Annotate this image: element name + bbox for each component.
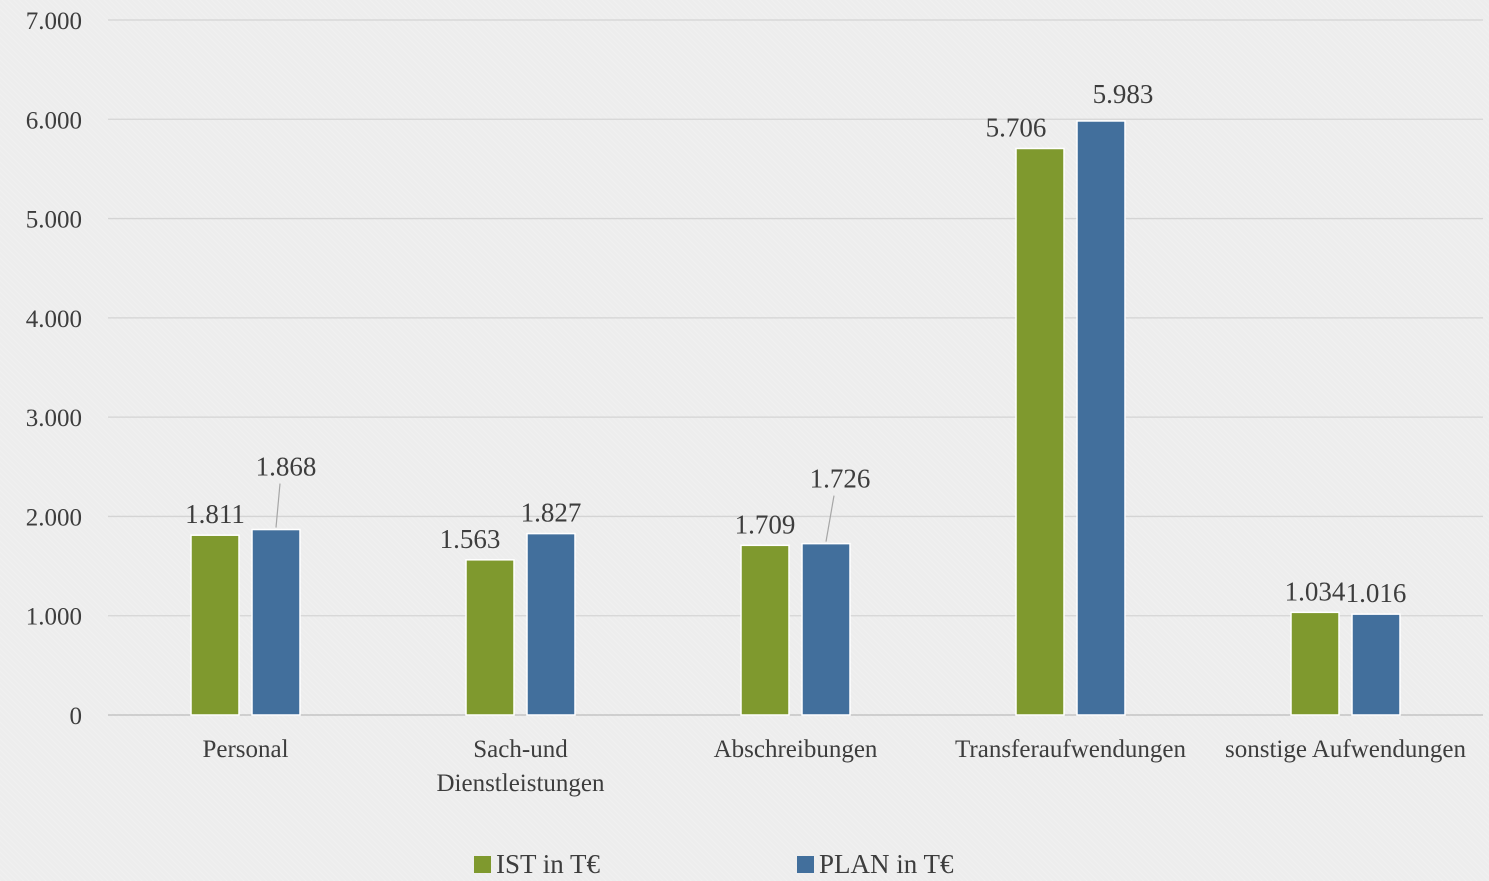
bars xyxy=(190,120,1401,716)
data-label: 1.726 xyxy=(810,464,871,494)
x-axis: Personal Sach-und Dienstleistungen Abschrei… xyxy=(202,736,1466,797)
x-tick-label: Transferaufwendungen xyxy=(955,736,1186,763)
leader-line xyxy=(275,483,281,528)
data-label: 1.563 xyxy=(440,524,501,554)
data-labels: 1.811 1.868 1.563 1.827 1.709 1.726 5.706 5.983… xyxy=(185,79,1406,608)
bar-ist xyxy=(190,534,240,716)
data-label: 5.983 xyxy=(1093,79,1154,109)
x-tick-label: Sach-und xyxy=(473,736,568,763)
data-label: 1.868 xyxy=(256,452,317,482)
bar-plan xyxy=(801,542,851,716)
y-tick-label: 0 xyxy=(70,703,83,730)
bar-plan xyxy=(1076,120,1126,716)
bar-plan xyxy=(1351,613,1401,716)
y-tick-label: 4.000 xyxy=(26,306,82,333)
x-tick-label: Abschreibungen xyxy=(714,736,878,763)
legend-swatch xyxy=(474,856,491,873)
bar-ist xyxy=(1015,147,1065,716)
x-tick-label: Personal xyxy=(202,736,288,763)
x-tick-label: sonstige Aufwendungen xyxy=(1225,736,1466,763)
gridlines xyxy=(108,19,1483,716)
y-tick-label: 3.000 xyxy=(26,405,82,432)
y-tick-label: 1.000 xyxy=(26,604,82,631)
bar-ist xyxy=(1290,611,1340,716)
bar-plan xyxy=(251,528,301,716)
y-tick-label: 2.000 xyxy=(26,504,82,531)
data-label: 1.827 xyxy=(521,498,582,528)
data-label: 1.709 xyxy=(735,509,796,539)
y-tick-label: 6.000 xyxy=(26,107,82,134)
data-label: 1.016 xyxy=(1346,578,1407,608)
legend-label: IST in T€ xyxy=(496,849,601,879)
bar-ist xyxy=(740,544,790,716)
data-label: 1.034 xyxy=(1285,576,1346,606)
x-tick-label: Dienstleistungen xyxy=(436,770,605,797)
legend-swatch xyxy=(797,856,814,873)
y-tick-label: 5.000 xyxy=(26,207,82,234)
data-label: 1.811 xyxy=(185,499,245,529)
bar-plan xyxy=(526,532,576,716)
y-tick-label: 7.000 xyxy=(26,8,82,35)
y-axis: 0 1.000 2.000 3.000 4.000 5.000 6.000 7.000 xyxy=(26,8,82,730)
leader-lines xyxy=(275,483,835,542)
legend: IST in T€ PLAN in T€ xyxy=(474,849,954,879)
leader-line xyxy=(825,495,835,542)
bar-ist xyxy=(465,559,515,716)
data-label: 5.706 xyxy=(986,112,1047,142)
legend-label: PLAN in T€ xyxy=(819,849,954,879)
